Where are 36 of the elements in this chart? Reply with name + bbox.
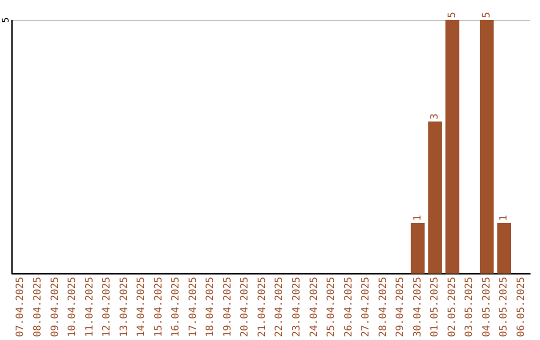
x-tick-label: 24.04.2025 — [308, 276, 320, 338]
x-tick-label: 14.04.2025 — [136, 276, 148, 338]
x-tick-label: 12.04.2025 — [102, 276, 113, 338]
x-tick-label: 26.04.2025 — [343, 276, 354, 338]
x-tick-label: 06.05.2025 — [516, 276, 527, 338]
x-tick-label: 19.04.2025 — [222, 276, 234, 338]
x-tick-label: 20.04.2025 — [240, 276, 251, 338]
data-label: 1 — [412, 215, 424, 222]
x-tick-label: 04.05.2025 — [481, 276, 492, 338]
x-tick-label: 28.04.2025 — [378, 276, 389, 338]
x-tick-label: 02.05.2025 — [446, 276, 458, 338]
x-tick-label: 17.04.2025 — [188, 276, 199, 338]
data-label: 1 — [498, 215, 510, 222]
x-tick-label: 21.04.2025 — [256, 276, 268, 338]
x-tick-label: 01.05.2025 — [430, 276, 441, 338]
x-tick-label: 03.05.2025 — [464, 276, 476, 338]
x-tick-label: 10.04.2025 — [67, 276, 78, 338]
x-tick-label: 23.04.2025 — [291, 276, 302, 338]
x-tick-label: 11.04.2025 — [84, 276, 96, 338]
x-tick-label: 25.04.2025 — [326, 276, 338, 338]
text: 5 — [1, 17, 12, 23]
x-tick-label: 08.04.2025 — [32, 276, 44, 338]
x-tick-label: 27.04.2025 — [360, 276, 372, 338]
data-label: 3 — [430, 113, 441, 120]
x-tick-label: 16.04.2025 — [170, 276, 182, 338]
x-tick-label: 13.04.2025 — [118, 276, 130, 338]
x-tick-label: 07.04.2025 — [15, 276, 26, 338]
x-tick-label: 09.04.2025 — [50, 276, 61, 338]
x-tick-label: 05.05.2025 — [498, 276, 510, 338]
x-tick-label: 15.04.2025 — [153, 276, 164, 338]
x-tick-label: 22.04.2025 — [274, 276, 286, 338]
x-tick-label: 29.04.2025 — [395, 276, 406, 338]
x-tick-label: 18.04.2025 — [205, 276, 216, 338]
x-tick-label: 30.04.2025 — [412, 276, 424, 338]
data-label: 5 — [481, 12, 492, 18]
data-label: 5 — [446, 12, 458, 18]
